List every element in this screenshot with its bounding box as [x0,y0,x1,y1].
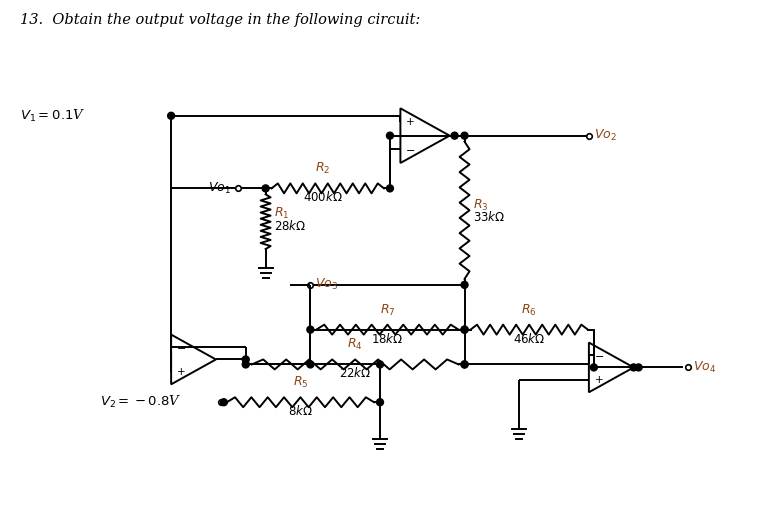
Text: $Vo_1$: $Vo_1$ [208,181,231,196]
Text: $-$: $-$ [176,342,186,352]
Circle shape [461,281,468,289]
Text: $R_6$: $R_6$ [521,303,537,318]
Circle shape [461,326,468,333]
Circle shape [461,361,468,368]
Text: $-$: $-$ [405,144,415,154]
Circle shape [461,132,468,139]
Text: $V_2 = -0.8$V: $V_2 = -0.8$V [100,394,181,411]
Circle shape [307,361,314,368]
Text: $R_7$: $R_7$ [379,303,395,318]
Circle shape [451,132,458,139]
Text: $22k\Omega$: $22k\Omega$ [339,366,371,380]
Text: $28k\Omega$: $28k\Omega$ [274,218,306,233]
Circle shape [630,364,637,371]
Circle shape [461,361,468,368]
Circle shape [307,326,314,333]
Text: +: + [406,117,415,127]
Text: $V_1 = 0.1$V: $V_1 = 0.1$V [20,108,85,124]
Text: $R_2$: $R_2$ [315,161,331,176]
Circle shape [386,185,393,192]
Text: $R_1$: $R_1$ [274,206,289,221]
Circle shape [386,132,393,139]
Circle shape [376,399,383,406]
Circle shape [376,361,383,368]
Circle shape [242,361,249,368]
Circle shape [591,364,597,371]
Circle shape [461,326,468,333]
Circle shape [636,364,642,371]
Text: +: + [594,375,604,385]
Text: $-$: $-$ [594,350,604,360]
Text: $18k\Omega$: $18k\Omega$ [371,332,404,346]
Text: $R_4$: $R_4$ [347,337,363,352]
Text: 13.  Obtain the output voltage in the following circuit:: 13. Obtain the output voltage in the fol… [20,13,420,28]
Text: $R_5$: $R_5$ [293,375,308,390]
Text: $Vo_3$: $Vo_3$ [315,277,338,292]
Circle shape [220,399,227,406]
Text: $46k\Omega$: $46k\Omega$ [513,332,546,346]
Text: $R_3$: $R_3$ [472,198,488,213]
Text: +: + [177,367,185,377]
Circle shape [242,356,249,363]
Circle shape [168,112,174,119]
Text: $Vo_4$: $Vo_4$ [693,360,716,375]
Text: $8k\Omega$: $8k\Omega$ [288,404,313,418]
Text: $400k\Omega$: $400k\Omega$ [303,190,343,204]
Text: $Vo_2$: $Vo_2$ [594,128,616,143]
Circle shape [262,185,269,192]
Text: $33k\Omega$: $33k\Omega$ [472,210,505,224]
